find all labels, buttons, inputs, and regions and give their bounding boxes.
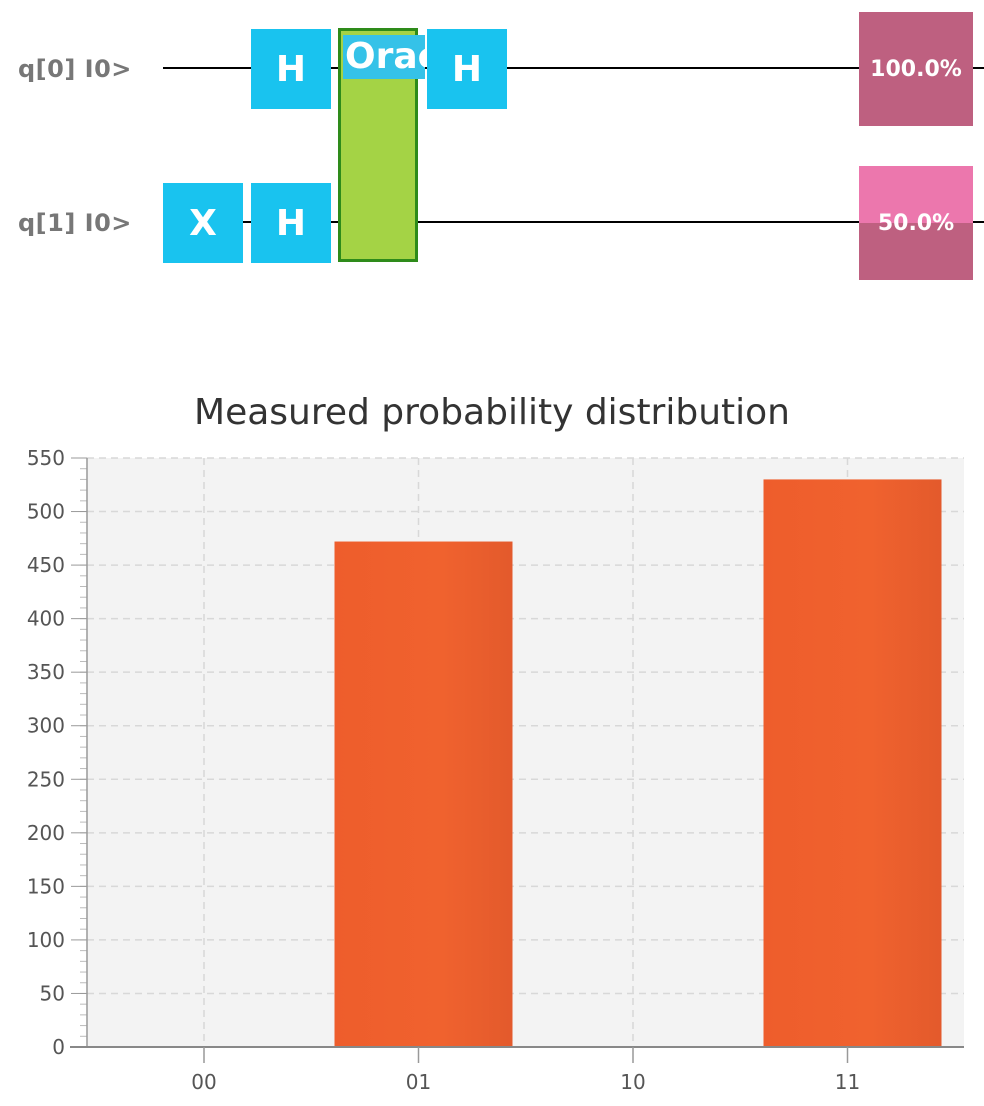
measurement-q0-value: 100.0% — [870, 56, 962, 82]
y-tick-label: 500 — [27, 500, 65, 524]
x-tick-label: 10 — [620, 1070, 645, 1094]
oracle-gate-label: Oracle — [343, 35, 425, 79]
y-tick-label: 400 — [27, 607, 65, 631]
chart-title: Measured probability distribution — [194, 392, 790, 433]
x-tick-label: 00 — [191, 1070, 216, 1094]
qubit-0-wire — [163, 67, 984, 69]
h-gate-q0-first[interactable]: H — [251, 29, 331, 109]
y-tick-label: 200 — [27, 821, 65, 845]
qubit-1-wire — [163, 221, 984, 223]
y-tick-label: 50 — [40, 981, 65, 1005]
x-tick-label: 01 — [406, 1070, 431, 1094]
measurement-q0[interactable]: 100.0% — [859, 12, 973, 126]
qubit-1-label: q[1] I0> — [18, 209, 132, 237]
y-tick-label: 100 — [27, 928, 65, 952]
x-tick-label: 11 — [835, 1070, 860, 1094]
probability-chart: 0 50 100 150 200 250 300 350 400 450 500 550 00 01 10 1… — [27, 446, 964, 1094]
bar-01 — [334, 541, 513, 1047]
y-tick-label: 250 — [27, 767, 65, 791]
bar-11 — [763, 479, 942, 1047]
qubit-0-label: q[0] I0> — [18, 55, 132, 83]
y-tick-label: 550 — [27, 446, 65, 470]
y-tick-label: 300 — [27, 714, 65, 738]
y-tick-label: 450 — [27, 553, 65, 577]
x-gate-q1[interactable]: X — [163, 183, 243, 263]
y-tick-label: 0 — [52, 1035, 65, 1059]
h-gate-q0-second[interactable]: H — [427, 29, 507, 109]
y-tick-label: 350 — [27, 660, 65, 684]
measurement-q1[interactable]: 50.0% — [859, 166, 973, 280]
y-tick-label: 150 — [27, 874, 65, 898]
measurement-q1-value: 50.0% — [877, 210, 955, 236]
h-gate-q1[interactable]: H — [251, 183, 331, 263]
